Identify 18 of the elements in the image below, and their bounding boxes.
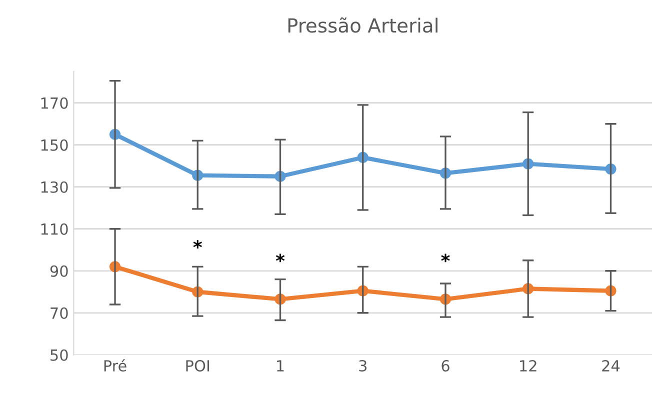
y-tick-label: 90 xyxy=(50,265,68,277)
y-tick-label: 170 xyxy=(41,97,68,109)
x-tick-label: 6 xyxy=(442,360,450,372)
y-tick-label: 150 xyxy=(41,139,68,151)
chart-title: Pressão Arterial xyxy=(288,17,438,33)
x-tick-label: 24 xyxy=(602,360,620,372)
x-tick-label: 1 xyxy=(277,360,284,372)
x-tick-label: Pré xyxy=(104,359,126,372)
y-tick-label: 70 xyxy=(50,307,68,319)
y-tick-label: 50 xyxy=(50,349,68,361)
x-tick-label: 12 xyxy=(520,360,536,372)
x-tick-label: 3 xyxy=(359,360,367,372)
annotation: * xyxy=(441,254,450,262)
x-tick-label: POI xyxy=(186,360,210,372)
annotation: * xyxy=(276,254,285,262)
y-tick-label: 130 xyxy=(41,181,68,193)
annotation: * xyxy=(193,240,202,249)
y-tick-label: 110 xyxy=(41,223,68,235)
